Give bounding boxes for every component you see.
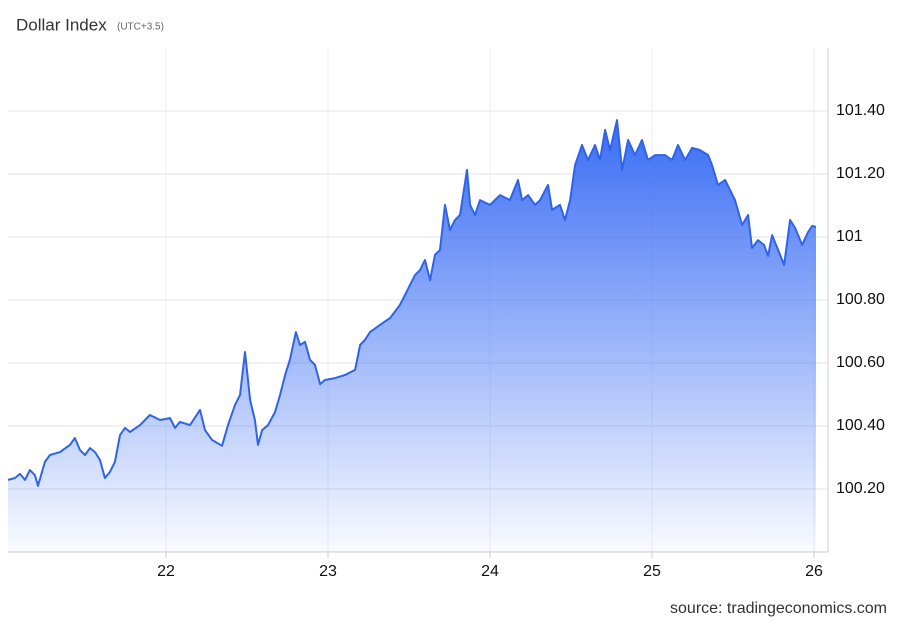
y-tick-label: 101.20 bbox=[836, 165, 885, 182]
area bbox=[8, 120, 816, 552]
x-tick-label: 24 bbox=[481, 563, 499, 580]
x-tick-label: 22 bbox=[157, 563, 175, 580]
source: source: tradingeconomics.com bbox=[670, 600, 887, 617]
y-tick-label: 100.20 bbox=[836, 480, 885, 497]
y-tick-label: 100.60 bbox=[836, 354, 885, 371]
x-tick-label: 25 bbox=[643, 563, 661, 580]
x-tick-label: 26 bbox=[805, 563, 823, 580]
x-tick-label: 23 bbox=[319, 563, 337, 580]
chart-subtitle: (UTC+3.5) bbox=[117, 22, 164, 33]
y-tick-label: 101.40 bbox=[836, 102, 885, 119]
y-tick-label: 100.80 bbox=[836, 291, 885, 308]
line bbox=[7, 119, 817, 487]
y-tick-label: 100.40 bbox=[836, 417, 885, 434]
chart-title: Dollar Index bbox=[16, 15, 107, 34]
y-tick-label: 101 bbox=[836, 228, 863, 245]
